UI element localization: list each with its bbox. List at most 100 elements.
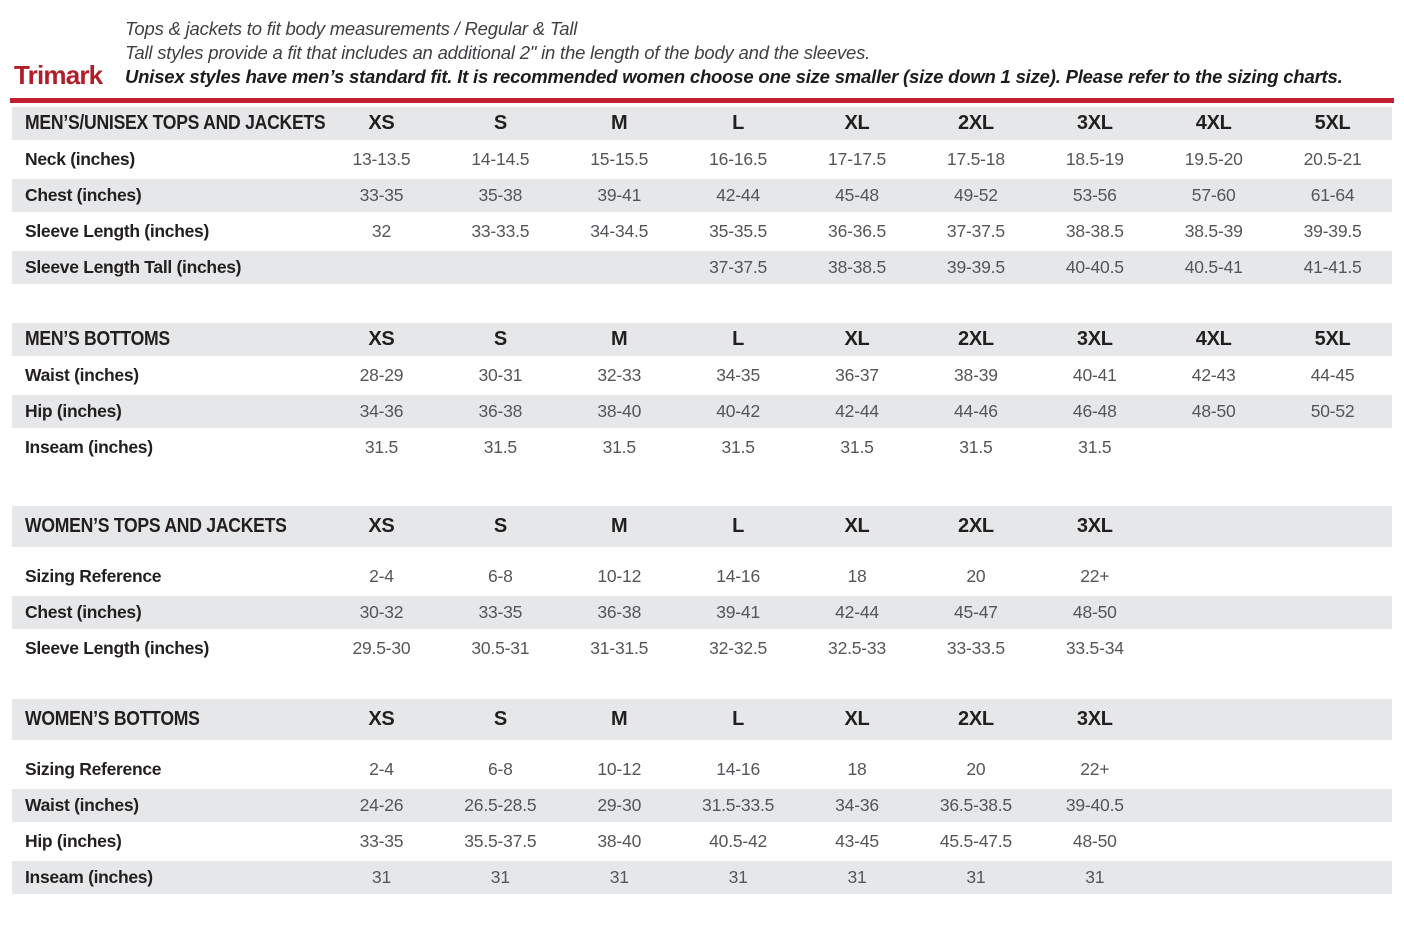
size-value: 24-26	[322, 789, 441, 822]
size-value: 38.5-39	[1184, 221, 1243, 241]
size-column-header: M	[559, 107, 679, 140]
table-men-s-bottoms: MEN’S BOTTOMS XS S M L XL 2XL 3XL 4XL 5XL Waist (i…	[12, 320, 1393, 467]
spacer-cell	[12, 743, 1392, 750]
size-value: 39-39.5	[1303, 221, 1362, 241]
size-value: 49-52	[916, 179, 1036, 212]
size-column-header: 5XL	[1273, 323, 1393, 356]
size-value: 6-8	[487, 566, 513, 586]
size-value: 44-46	[916, 395, 1036, 428]
row-label: Waist (inches)	[12, 789, 322, 822]
size-value: 43-45	[835, 831, 879, 851]
size-value: 14-16	[716, 759, 760, 779]
size-value: 18.5-19	[1065, 149, 1124, 169]
size-value: 29-30	[559, 789, 679, 822]
size-value: 61-64	[1273, 179, 1393, 212]
size-column-header	[1273, 699, 1393, 740]
size-value: 22+	[1080, 759, 1110, 779]
size-value: 37-37.5	[678, 251, 798, 284]
size-value: 31.5	[959, 437, 993, 457]
size-column-header: 3XL	[1035, 323, 1155, 356]
size-column-header: 2XL	[916, 506, 1036, 547]
size-value	[1154, 861, 1274, 894]
size-value: 45-47	[916, 596, 1036, 629]
table-row: Hip (inches) 34-36 36-38 38-40 40-42 42-44 44-…	[12, 395, 1393, 428]
table-title-text: WOMEN’S BOTTOMS	[25, 708, 200, 730]
trimark-logo: Trimark	[14, 60, 103, 90]
size-value: 46-48	[1035, 395, 1155, 428]
size-value: 29.5-30	[352, 638, 411, 658]
size-value: 34-34.5	[590, 221, 649, 241]
size-value: 31.5	[364, 437, 399, 457]
size-value: 2-4	[369, 759, 394, 779]
size-value	[1154, 431, 1273, 464]
size-column-header	[1273, 506, 1393, 547]
size-value: 57-60	[1154, 179, 1274, 212]
size-value	[440, 251, 560, 284]
table-title-text: MEN’S/UNISEX TOPS AND JACKETS	[25, 112, 326, 134]
size-value: 34-36	[322, 395, 441, 428]
size-value: 32-32.5	[709, 638, 768, 658]
size-value: 31	[1035, 861, 1155, 894]
size-column-header: XL	[797, 506, 917, 547]
row-label: Chest (inches)	[12, 596, 322, 629]
table-row: Waist (inches) 28-29 30-31 32-33 34-35 36-37 3…	[12, 359, 1392, 392]
size-value: 38-40	[559, 395, 679, 428]
size-value	[322, 251, 441, 284]
table-women-s-bottoms: WOMEN’S BOTTOMS XS S M L XL 2XL 3XL Sizing Refer…	[12, 696, 1393, 897]
header-spacer-row	[12, 743, 1392, 750]
table-row: Inseam (inches) 31.5 31.5 31.5 31.5 31.5 31.5 3…	[12, 431, 1392, 464]
size-column-header: 2XL	[916, 699, 1036, 740]
size-value: 42-43	[1191, 365, 1236, 385]
size-value: 38-38.5	[1065, 221, 1124, 241]
row-label: Waist (inches)	[25, 365, 139, 385]
size-column-header	[1154, 699, 1274, 740]
size-column-header: 4XL	[1154, 107, 1274, 140]
size-value: 48-50	[1072, 831, 1117, 851]
size-column-header: L	[678, 699, 798, 740]
size-value: 10-12	[597, 566, 642, 586]
size-value: 32	[371, 221, 391, 241]
size-value: 31	[322, 861, 441, 894]
size-column-header: XS	[322, 323, 441, 356]
size-column-header	[1154, 506, 1274, 547]
table-title: MEN’S/UNISEX TOPS AND JACKETS	[12, 107, 326, 140]
size-column-header: XS	[322, 107, 441, 140]
size-value: 35-35.5	[709, 221, 768, 241]
table-row: Sleeve Length (inches) 29.5-30 30.5-31 31-3…	[12, 632, 1392, 665]
size-column-header: XL	[797, 323, 917, 356]
size-value: 33-33.5	[471, 221, 530, 241]
size-value: 39-40.5	[1035, 789, 1155, 822]
table-row: Sleeve Length Tall (inches) 37-37.5 38-38.…	[12, 251, 1393, 284]
row-label: Hip (inches)	[25, 831, 122, 851]
size-column-header: 3XL	[1035, 699, 1155, 740]
size-value: 41-41.5	[1273, 251, 1393, 284]
size-value: 35-38	[440, 179, 560, 212]
spacer-cell	[12, 550, 1392, 557]
size-value: 33-35	[440, 596, 560, 629]
size-value: 48-50	[1035, 596, 1155, 629]
size-value: 37-37.5	[946, 221, 1005, 241]
size-value: 31-31.5	[590, 638, 649, 658]
row-label: Sizing Reference	[25, 759, 162, 779]
size-value	[1273, 596, 1393, 629]
size-value: 36-36.5	[828, 221, 886, 241]
size-value: 33-35	[322, 179, 441, 212]
size-column-header: S	[440, 323, 560, 356]
row-label: Neck (inches)	[25, 149, 135, 169]
table-row: Inseam (inches) 31 31 31 31 31 31 31	[12, 861, 1393, 894]
size-value: 31	[559, 861, 679, 894]
size-column-header: 3XL	[1035, 107, 1155, 140]
table-header-row: MEN’S BOTTOMS XS S M L XL 2XL 3XL 4XL 5XL	[12, 323, 1393, 356]
size-value: 30-31	[478, 365, 523, 385]
size-column-header: M	[559, 506, 679, 547]
size-column-header: L	[678, 107, 798, 140]
table-title-text: MEN’S BOTTOMS	[25, 328, 170, 350]
size-value: 33-33.5	[946, 638, 1005, 658]
red-divider	[10, 98, 1394, 103]
size-value: 31.5	[1078, 437, 1112, 457]
size-column-header: M	[559, 699, 679, 740]
size-column-header: XL	[797, 699, 917, 740]
size-value: 36-38	[559, 596, 679, 629]
table-row: Chest (inches) 33-35 35-38 39-41 42-44 45-48 4…	[12, 179, 1393, 212]
table-row: Waist (inches) 24-26 26.5-28.5 29-30 31.5-33…	[12, 789, 1393, 822]
